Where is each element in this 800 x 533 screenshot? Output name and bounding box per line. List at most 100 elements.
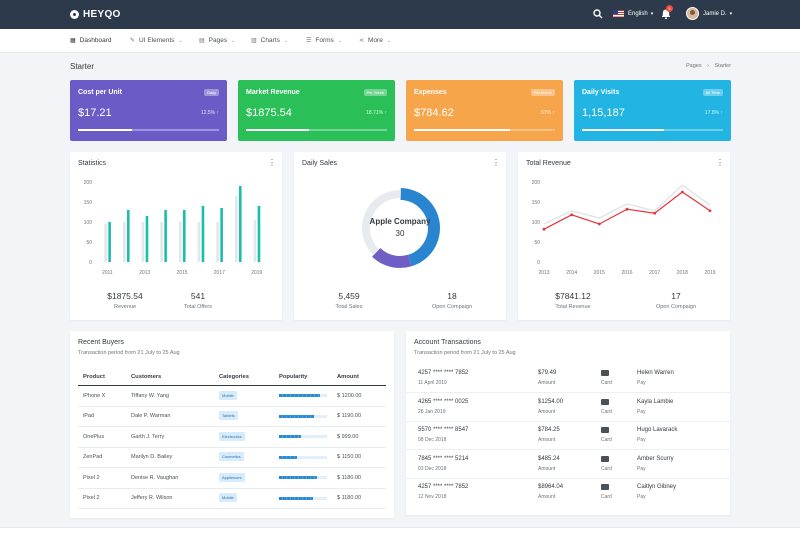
credit-card-icon: [601, 370, 609, 376]
table-row[interactable]: OnePlus Garth J. Terry Electronics $ 999.00: [78, 426, 386, 448]
summary-value: $1875.54: [107, 291, 143, 301]
table-row[interactable]: iPhone X Tiffany W. Yang Mobile $ 1200.00: [78, 385, 386, 407]
category-badge: Mobile: [219, 390, 237, 400]
column-header[interactable]: Customers: [126, 369, 214, 386]
stat-card: Cost per Unit Daily $17.21 12.5% ↑: [70, 80, 227, 141]
amount-label: Amount: [538, 380, 556, 386]
category-cell: Tablets: [214, 406, 274, 427]
nav-item-charts[interactable]: ▥ Charts ⌄: [251, 37, 288, 44]
language-selector[interactable]: English ▾: [613, 10, 653, 17]
category-badge: Electronics: [219, 431, 245, 441]
chart-icon: ▥: [251, 38, 257, 44]
stat-title: Cost per Unit: [78, 89, 122, 96]
user-menu[interactable]: Jamie D. ▾: [686, 7, 732, 20]
stat-card: Expenses Per Month $784.62 57% ↑: [406, 80, 563, 141]
popularity-bar: [279, 496, 327, 500]
category-badge: Mobile: [219, 493, 237, 503]
product-cell: Pixel 2: [78, 467, 126, 489]
y-tick-label: 100: [532, 220, 541, 226]
column-header[interactable]: Amount: [332, 369, 386, 386]
category-badge: Cosmetics: [219, 452, 244, 462]
category-badge: Tablets: [219, 411, 238, 421]
stat-progress-fill: [246, 129, 310, 131]
transaction-row[interactable]: 7845 **** **** 5214 03 Dec 2018 $485.24 Amo…: [406, 452, 732, 479]
brush-icon: ✎: [130, 38, 136, 44]
data-point: [625, 207, 629, 211]
customer-cell: Tiffany W. Yang: [126, 385, 214, 407]
nav-item-ui-elements[interactable]: ✎ UI Elements ⌄: [130, 37, 183, 44]
stat-progress-fill: [414, 129, 510, 131]
payment-method: Card: [601, 380, 612, 386]
breadcrumb-item[interactable]: Pages: [686, 63, 702, 69]
user-name: Jamie D.: [703, 10, 727, 17]
payment-action: Pay: [637, 437, 646, 443]
transactions-list: 4257 **** **** 7852 11 April 2019 $79.49 Am…: [406, 366, 732, 511]
transaction-row[interactable]: 4257 **** **** 7852 11 April 2019 $79.49 Am…: [406, 366, 732, 393]
buyers-table: Product Customers Categories Popularity Amou…: [78, 369, 386, 509]
summary-label: Revenue: [113, 304, 137, 310]
app-logo[interactable]: HEYQO: [70, 9, 121, 20]
pages-icon: ▤: [199, 38, 205, 44]
transaction-row[interactable]: 4257 **** **** 7852 12 Nov 2018 $8964.04 Am…: [406, 480, 732, 507]
transaction-date: 11 April 2019: [418, 380, 447, 386]
payment-action: Pay: [637, 408, 646, 415]
table-row[interactable]: ZenPad Marilyn D. Bailey Cosmetics $ 1150.0…: [78, 447, 386, 468]
column-header[interactable]: Categories: [214, 369, 274, 386]
product-cell: iPad: [78, 406, 126, 427]
series-line: [543, 184, 711, 225]
more-vertical-icon[interactable]: ⋮: [268, 158, 276, 167]
logo-icon: [70, 10, 79, 19]
bar: [253, 220, 257, 262]
transaction-amount: $79.49: [538, 370, 557, 376]
nav-item-dashboard[interactable]: ▦ Dashboard: [70, 37, 111, 44]
total-revenue-chart: 0 50 100 150 200 2013 2014 2015 2016 2017 2018 2019: [532, 180, 716, 276]
table-row[interactable]: iPad Dale P. Warman Tablets $ 1190.00: [78, 406, 386, 427]
more-vertical-icon[interactable]: ⋮: [492, 158, 500, 167]
nav-item-more[interactable]: ⋖ More ⌄: [359, 37, 391, 44]
x-tick-label: 2015: [176, 270, 187, 276]
table-row[interactable]: Pixel 2 Jeffery R. Wilson Mobile $ 1180.00: [78, 488, 386, 509]
transaction-date: 03 Dec 2018: [418, 465, 447, 472]
x-tick-label: 2013: [538, 270, 549, 276]
grid-icon: ▦: [70, 38, 76, 44]
stat-title: Daily Visits: [582, 89, 620, 96]
stat-progress-fill: [582, 129, 664, 131]
popularity-cell: [274, 385, 332, 407]
y-tick-label: 50: [534, 240, 540, 246]
stat-progress: [414, 129, 555, 131]
payment-method: Card: [601, 494, 612, 500]
summary-value: 17: [671, 291, 681, 301]
chevron-down-icon: ⌄: [283, 37, 289, 44]
stat-title: Market Revenue: [246, 89, 300, 96]
transaction-row[interactable]: 4265 **** **** 0025 28 Jan 2019 $1254.00 Am…: [406, 395, 732, 422]
summary-label: Total Revenue: [555, 304, 591, 310]
card-title: Total Revenue: [526, 160, 571, 167]
arrow-up-icon: ↑: [215, 110, 219, 116]
bar: [235, 196, 238, 262]
summary-value: 541: [190, 291, 206, 301]
breadcrumb-item: Starter: [714, 63, 732, 69]
search-icon[interactable]: [593, 9, 603, 19]
card-title: Statistics: [78, 160, 107, 167]
column-header[interactable]: Popularity: [274, 369, 332, 386]
column-header[interactable]: Product: [78, 369, 126, 386]
stat-percent-value: 18.71%: [366, 110, 384, 116]
nav-item-forms[interactable]: ☰ Forms ⌄: [306, 37, 342, 44]
popularity-bar: [279, 394, 327, 398]
notifications-button[interactable]: 5: [660, 5, 673, 20]
nav-item-pages[interactable]: ▤ Pages ⌄: [199, 37, 235, 44]
stat-title: Expenses: [414, 89, 447, 96]
card-title: Account Transactions: [414, 339, 481, 346]
table-row[interactable]: Pixel 2 Denise R. Vaughan Appliences $ 1180…: [78, 467, 386, 489]
bar: [141, 222, 145, 262]
x-tick-label: 2015: [594, 270, 605, 276]
summary-label: Total Offers: [183, 304, 213, 310]
bar: [220, 208, 223, 262]
popularity-fill: [279, 394, 320, 398]
stat-percent: 12.5% ↑: [201, 110, 219, 116]
transaction-row[interactable]: 5570 **** **** 8547 08 Dec 2018 $784.25 Amo…: [406, 423, 732, 450]
popularity-cell: [274, 406, 332, 427]
summary-label: Open Compaign: [431, 304, 473, 310]
more-vertical-icon[interactable]: ⋮: [716, 158, 724, 167]
popularity-cell: [274, 467, 332, 489]
